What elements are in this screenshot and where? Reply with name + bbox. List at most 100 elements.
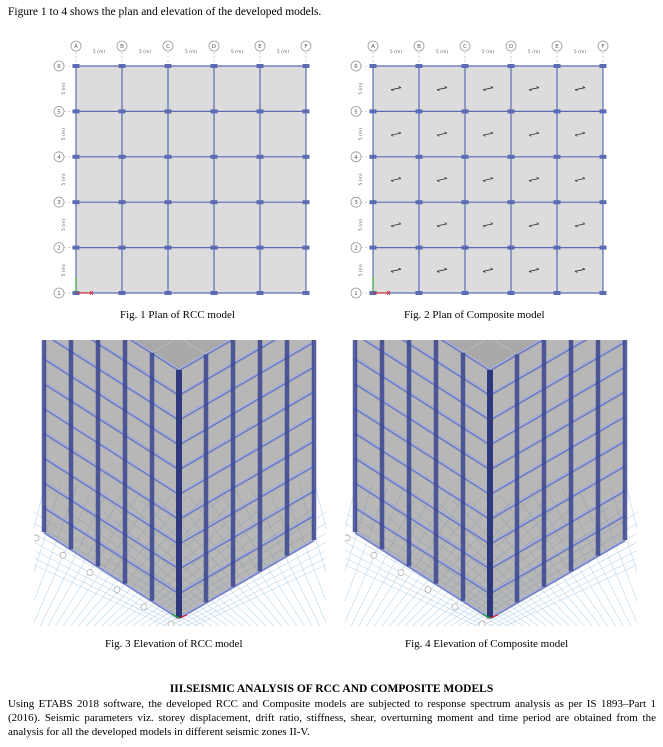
grid-label-B: B	[417, 44, 421, 50]
column	[369, 245, 377, 250]
deck-direction-arrow	[528, 178, 540, 181]
ground-grid-line	[34, 541, 190, 626]
span-label: 5 (m)	[358, 219, 364, 231]
floor-beam-highlight	[178, 439, 315, 519]
grid-bubble-3	[350, 196, 362, 208]
deck-direction-arrow	[482, 87, 494, 91]
floor-beam-highlight	[365, 340, 491, 419]
slab-area	[76, 66, 306, 293]
deck-arrow-head	[528, 176, 540, 183]
deck-direction-arrow	[574, 223, 586, 227]
grid-label-C: C	[463, 44, 467, 50]
floor-beam	[489, 464, 626, 545]
floor-beam	[178, 464, 315, 545]
floor-beam-highlight	[354, 357, 491, 444]
ground-grid-line	[186, 557, 326, 626]
deck-arrow-head	[574, 267, 586, 273]
grid-label-1: 1	[354, 291, 358, 297]
column	[118, 109, 126, 114]
axis-x	[178, 614, 188, 619]
grid-bubble-D	[505, 40, 517, 52]
deck-arrow-head	[528, 86, 540, 92]
floor-beam-highlight	[354, 505, 491, 593]
column	[164, 64, 172, 68]
floor-beam	[178, 340, 277, 397]
grid-bubble-6	[350, 60, 362, 72]
deck-direction-arrow	[390, 132, 402, 136]
span-label: 5 (m)	[61, 128, 67, 140]
column	[507, 291, 515, 295]
column	[72, 109, 80, 114]
deck-direction-arrow	[528, 223, 540, 227]
floor-beam	[354, 505, 491, 595]
column	[302, 109, 310, 114]
roof-slab	[442, 340, 542, 370]
grid-label-A: A	[74, 44, 78, 50]
floor-beam	[178, 489, 315, 570]
deck-arrow-head	[390, 222, 402, 228]
axis-y	[171, 613, 180, 619]
column	[507, 109, 515, 114]
grid-bubble-D	[208, 40, 220, 52]
figure-3-elevation-rcc	[34, 340, 326, 626]
column	[118, 245, 126, 250]
span-label: 5 (m)	[61, 219, 67, 231]
column	[302, 154, 310, 159]
deck-direction-arrow	[482, 268, 494, 272]
deck-direction-arrow	[574, 132, 586, 136]
grid-label-F: F	[601, 44, 604, 50]
floor-beam-highlight	[178, 489, 315, 568]
axis-x-mark	[386, 290, 391, 296]
floor-beam-highlight	[354, 381, 491, 469]
axis-x	[489, 614, 499, 619]
grid-label-F: F	[304, 44, 307, 50]
floor-beam	[178, 513, 315, 595]
column	[164, 109, 172, 114]
deck-arrow-head	[482, 86, 494, 92]
span-label: 5 (m)	[358, 173, 364, 185]
grid-label-2: 2	[354, 246, 358, 252]
section-paragraph: Using ETABS 2018 software, the developed…	[8, 698, 656, 738]
deck-direction-arrow	[390, 87, 402, 91]
ground-grid-line	[504, 564, 637, 626]
column	[118, 291, 126, 295]
grid-label-6: 6	[57, 64, 61, 70]
deck-arrow-head	[436, 131, 448, 137]
floor-beam	[178, 439, 315, 521]
column	[210, 154, 218, 159]
ground-grid-line	[170, 541, 326, 626]
deck-arrow-head	[574, 86, 586, 92]
floor-beam	[178, 538, 315, 620]
column	[415, 200, 423, 205]
deck-arrow-head	[574, 131, 586, 137]
grid-bubble-2	[350, 242, 362, 254]
floor-beam-highlight	[489, 340, 626, 419]
floor-beam	[43, 481, 180, 570]
grid-label-4: 4	[57, 155, 61, 161]
column	[72, 200, 80, 205]
column	[553, 245, 561, 250]
floor-beam	[489, 489, 626, 570]
deck-direction-arrow	[482, 132, 494, 136]
column	[164, 291, 172, 295]
column	[72, 154, 80, 159]
column	[369, 109, 377, 114]
ground-grid-line	[34, 483, 46, 530]
floor-beam	[354, 456, 491, 545]
span-label: 5 (m)	[528, 49, 540, 55]
column	[553, 64, 561, 68]
grid-label-B: B	[120, 44, 124, 50]
column	[461, 64, 469, 68]
roof-slab	[131, 340, 231, 370]
deck-direction-arrow	[436, 268, 448, 272]
deck-direction-arrow	[528, 87, 540, 91]
span-label: 5 (m)	[93, 49, 105, 55]
ground-grid-line	[34, 564, 167, 626]
ground-grid-line	[625, 483, 637, 530]
deck-arrow-head	[528, 131, 540, 137]
span-label: 5 (m)	[139, 49, 151, 55]
grid-bubble-4	[350, 151, 362, 163]
floor-beam	[362, 340, 491, 421]
grid-bubble-5	[350, 106, 362, 117]
ground-grid-line	[345, 557, 485, 626]
